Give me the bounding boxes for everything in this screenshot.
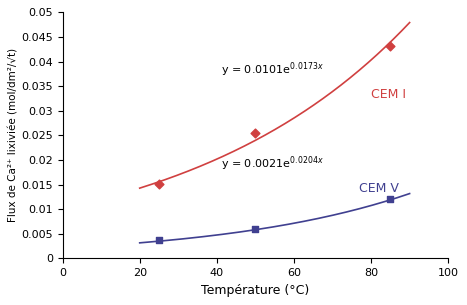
- Point: [387, 197, 394, 202]
- Y-axis label: Flux de Ca²⁺ lixiviée (mol/dm²/√t): Flux de Ca²⁺ lixiviée (mol/dm²/√t): [8, 48, 18, 222]
- Point: [252, 131, 259, 135]
- Point: [252, 226, 259, 231]
- Text: y = 0.0021e$^{0.0204x}$: y = 0.0021e$^{0.0204x}$: [221, 154, 324, 173]
- Point: [387, 43, 394, 48]
- Text: y = 0.0101e$^{0.0173x}$: y = 0.0101e$^{0.0173x}$: [221, 61, 324, 79]
- Point: [155, 181, 163, 186]
- X-axis label: Température (°C): Température (°C): [201, 284, 310, 297]
- Text: CEM V: CEM V: [360, 182, 399, 195]
- Point: [155, 237, 163, 242]
- Text: CEM I: CEM I: [371, 88, 406, 102]
